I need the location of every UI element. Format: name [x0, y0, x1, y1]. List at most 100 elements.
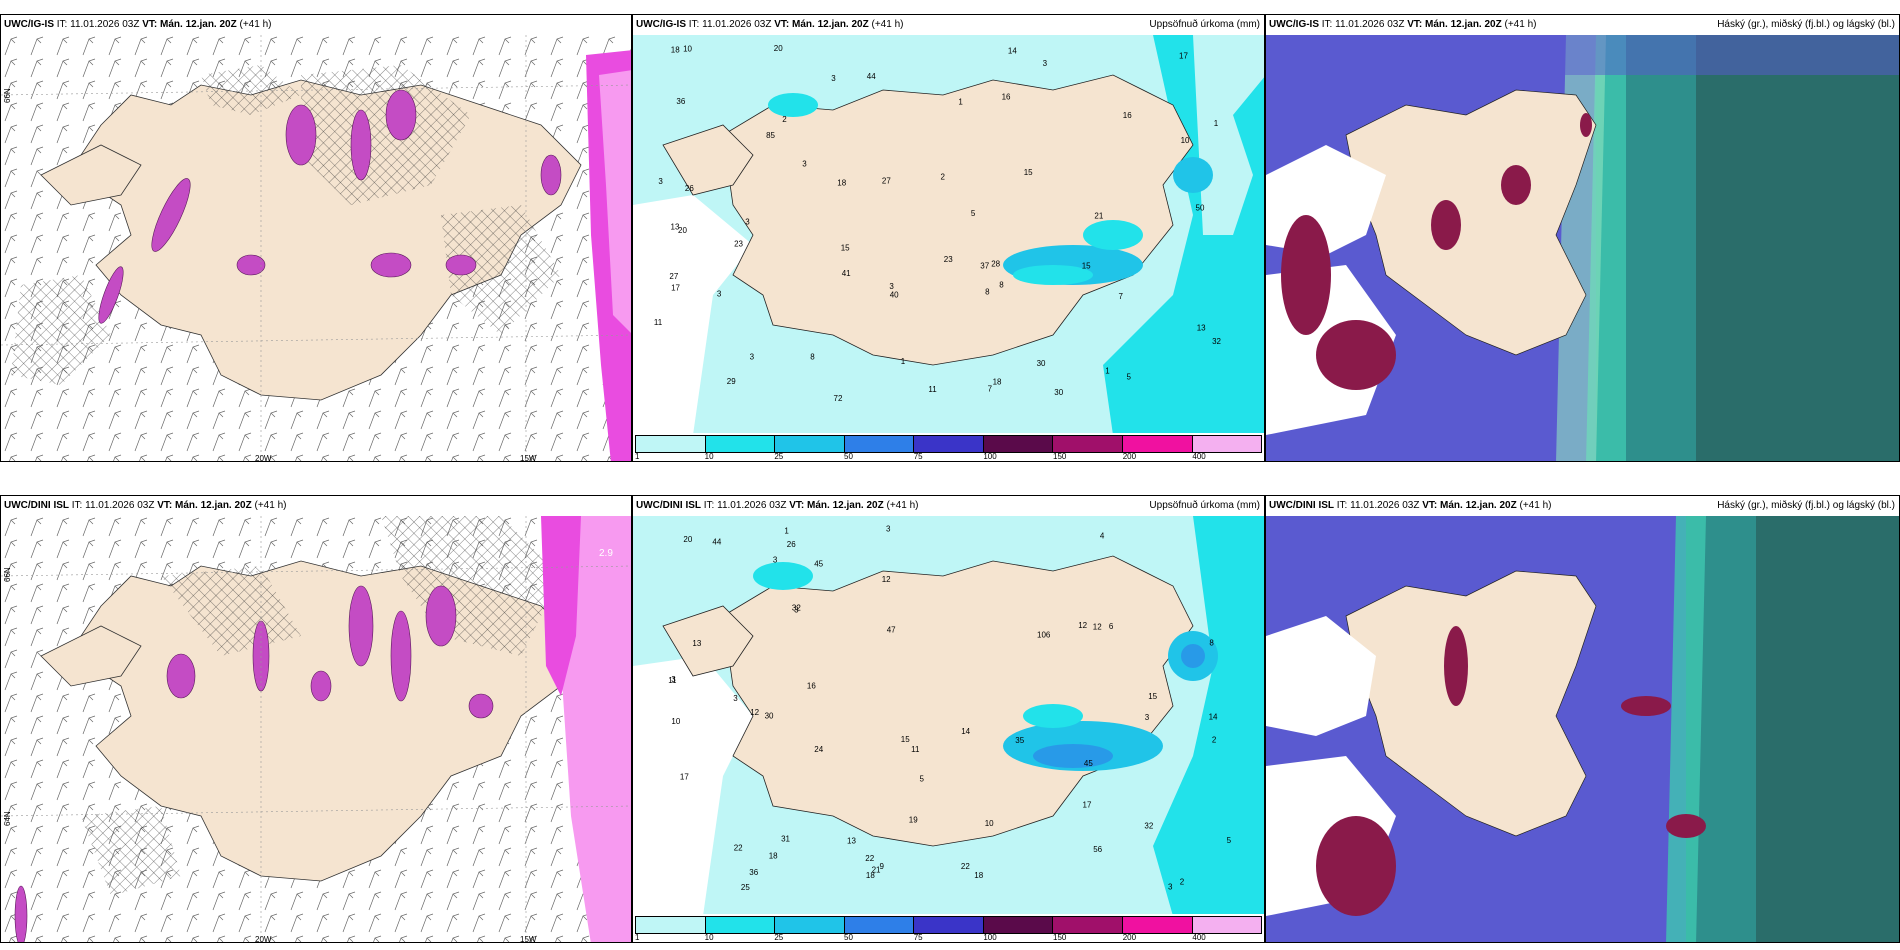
legend-tick: 25 [774, 933, 784, 942]
legend-swatch [914, 436, 984, 452]
legend-tick: 150 [1053, 452, 1067, 461]
precip-value: 19 [909, 816, 918, 825]
precip-value: 3 [831, 74, 836, 83]
legend-tick: 25 [774, 452, 784, 461]
lon-label-15w: 15W [520, 935, 537, 943]
precip-value: 17 [1179, 52, 1188, 61]
precip-value: 24 [814, 745, 823, 754]
precip-value: 23 [734, 240, 743, 249]
precip-value: 28 [991, 260, 1000, 269]
lat-label: 66N [3, 567, 12, 582]
precip-legend: 1 10 25 50 75 100 150 200 400 [633, 914, 1264, 942]
precip-value: 18 [837, 178, 846, 187]
panel-title: Háský (gr.), miðský (fj.bl.) og lágský (… [1717, 500, 1895, 511]
precip-value: 36 [749, 868, 758, 877]
legend-tick: 1 [635, 933, 640, 942]
legend-tick: 50 [844, 933, 853, 942]
precip-value: 41 [842, 269, 851, 278]
legend-tick: 50 [844, 452, 853, 461]
precip-value: 11 [928, 385, 937, 394]
legend-swatch [1122, 436, 1193, 452]
precip-value: 13 [671, 222, 680, 231]
precip-value: 106 [1037, 631, 1051, 640]
precip-value: 1 [958, 97, 963, 106]
legend-swatch [983, 917, 1054, 933]
precip-value: 44 [867, 72, 876, 81]
precip-value: 1 [1214, 119, 1219, 128]
precip-value: 3 [1043, 59, 1048, 68]
map-precip[interactable]: 8 26 17 8 15 27 21 28 18 2 3 3 3 3 7 13 15 17 72 85 27 37 40 29… [633, 35, 1264, 461]
legend-swatch [636, 917, 706, 933]
panel-header: UWC/IG-IS IT: 11.01.2026 03Z VT: Mán. 12… [1, 15, 631, 35]
legend-swatch [1053, 436, 1123, 452]
legend-tick: 150 [1053, 933, 1067, 942]
precip-value: 3 [750, 353, 755, 362]
legend-swatch [775, 436, 845, 452]
precip-value: 50 [1196, 203, 1205, 212]
precip-value: 10 [985, 819, 994, 828]
map-wind[interactable] [1, 35, 631, 461]
precip-value: 8 [999, 280, 1004, 289]
precip-value: 8 [1209, 639, 1214, 648]
precip-value: 29 [727, 377, 736, 386]
precip-value: 12 [1078, 621, 1087, 630]
map-wind[interactable] [1, 516, 631, 942]
legend-tick: 200 [1122, 452, 1137, 461]
precip-value: 5 [1127, 372, 1132, 381]
precip-value: 22 [961, 862, 970, 871]
precip-value: 31 [781, 835, 790, 844]
precip-value: 3 [671, 675, 676, 684]
precip-value: 10 [683, 44, 692, 53]
precip-value: 1 [901, 357, 906, 366]
precip-value: 1 [784, 527, 789, 536]
precip-value: 35 [1015, 736, 1024, 745]
precip-value: 44 [712, 538, 721, 547]
precip-value: 15 [901, 735, 910, 744]
precip-value: 18 [974, 871, 983, 880]
precip-value: 26 [787, 540, 796, 549]
precip-value: 85 [766, 131, 775, 140]
legend-tick: 75 [913, 452, 923, 461]
precip-value: 23 [944, 255, 953, 264]
precip-values: 8261781527212818233337131517728527374029… [654, 44, 1222, 403]
precip-value: 16 [1002, 93, 1011, 102]
precip-value: 40 [890, 291, 899, 300]
precip-value: 14 [1008, 47, 1017, 56]
precip-value: 5 [971, 209, 976, 218]
legend-swatch [1192, 436, 1262, 452]
precip-value: 16 [1123, 111, 1132, 120]
legend-tick: 100 [983, 933, 997, 942]
precip-value: 15 [1024, 168, 1033, 177]
precip-value: 27 [669, 272, 678, 281]
map-cloud[interactable] [1266, 35, 1899, 461]
precip-value: 3 [717, 290, 722, 299]
lon-label-20w: 20W [255, 935, 272, 943]
map-precip[interactable]: 18 18 16 14 13 31 45 32 24 12 3 4 3 3 3 5 10 12 20 36 30 106 3… [633, 516, 1264, 942]
panel-title: Uppsöfnuð úrkoma (mm) [1149, 500, 1260, 511]
precip-value: 12 [882, 575, 891, 584]
legend-tick: 75 [913, 933, 923, 942]
precip-value: 15 [841, 244, 850, 253]
precip-value: 11 [911, 745, 920, 754]
precip-value: 56 [1093, 845, 1102, 854]
map-cloud[interactable] [1266, 516, 1899, 942]
wave-height-label: 2.9 [599, 548, 613, 559]
precip-values: 1818161413314532241234333510122036301063… [668, 525, 1231, 892]
precip-value: 20 [683, 535, 692, 544]
precip-value: 25 [741, 883, 750, 892]
precip-value: 3 [1145, 713, 1150, 722]
precip-value: 11 [654, 318, 663, 327]
legend-swatch [705, 917, 776, 933]
legend-tick: 400 [1192, 452, 1206, 461]
legend-swatch [983, 436, 1054, 452]
precip-value: 3 [802, 160, 807, 169]
precip-value: 18 [671, 45, 680, 54]
lon-label-20w: 20W [255, 454, 272, 462]
precip-value: 47 [887, 625, 896, 634]
precip-value: 4 [1100, 532, 1105, 541]
precip-value: 3 [733, 694, 738, 703]
legend-swatch [705, 436, 776, 452]
precip-value: 2 [782, 115, 787, 124]
precip-value: 3 [1168, 882, 1173, 891]
precip-value: 10 [671, 717, 680, 726]
